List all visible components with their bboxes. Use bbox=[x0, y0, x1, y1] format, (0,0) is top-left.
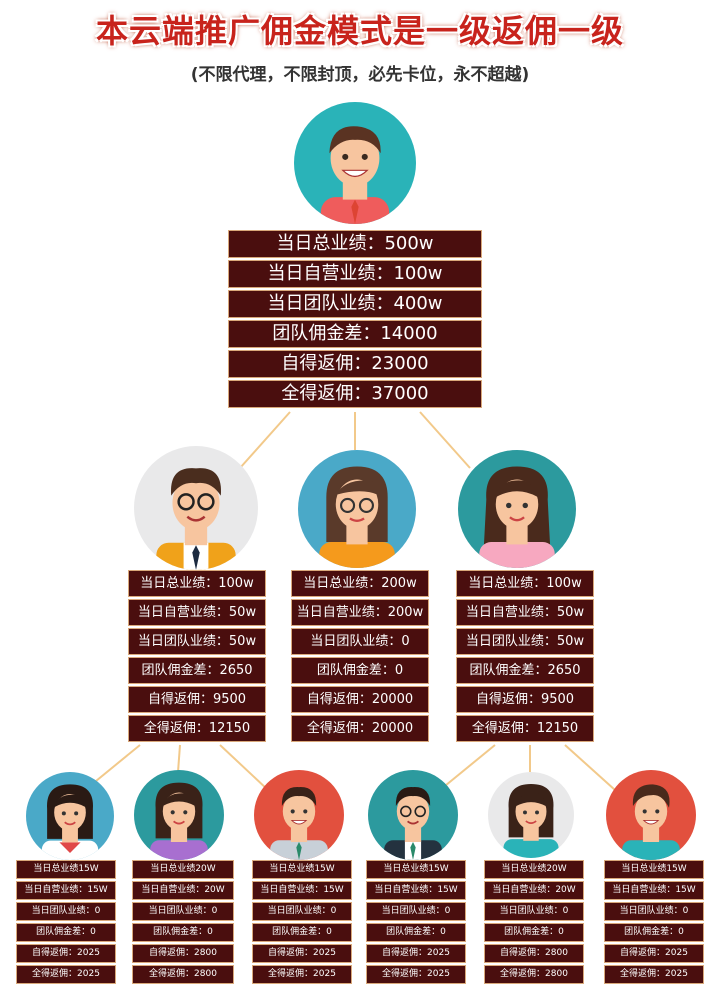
woman-avatar-icon bbox=[134, 770, 224, 860]
page-subtitle: (不限代理，不限封顶，必先卡位，永不超越) bbox=[190, 65, 530, 85]
stat-row: 团队佣金差：0 bbox=[604, 923, 704, 942]
stat-row: 自得返佣：20000 bbox=[291, 686, 429, 713]
level1-stats-box: 当日总业绩：200w 当日自营业绩：200w 当日团队业绩：0 团队佣金差：0 … bbox=[291, 570, 429, 744]
stat-row: 全得返佣：2025 bbox=[252, 965, 352, 984]
level2-stats-box: 当日总业绩15W 当日自营业绩：15W 当日团队业绩：0 团队佣金差：0 自得返… bbox=[252, 860, 352, 986]
stat-row: 全得返佣：2800 bbox=[132, 965, 234, 984]
level1-stats-box: 当日总业绩：100w 当日自营业绩：50w 当日团队业绩：50w 团队佣金差：2… bbox=[456, 570, 594, 744]
level2-avatar-6 bbox=[606, 770, 696, 860]
stat-row: 自得返佣：2025 bbox=[16, 944, 116, 963]
stat-row: 当日总业绩：100w bbox=[128, 570, 266, 597]
level2-avatar-4 bbox=[368, 770, 458, 860]
level1-avatar-b bbox=[298, 450, 416, 568]
stat-row: 全得返佣：2025 bbox=[366, 965, 466, 984]
stat-row: 当日自营业绩：15W bbox=[16, 881, 116, 900]
connector-line bbox=[564, 744, 616, 791]
connector-line bbox=[239, 411, 291, 469]
stat-row: 全得返佣：2800 bbox=[484, 965, 584, 984]
stat-row: 当日自营业绩：20W bbox=[484, 881, 584, 900]
level2-stats-box: 当日总业绩15W 当日自营业绩：15W 当日团队业绩：0 团队佣金差：0 自得返… bbox=[604, 860, 704, 986]
stat-row: 当日团队业绩：0 bbox=[132, 902, 234, 921]
stat-row: 当日自营业绩：20W bbox=[132, 881, 234, 900]
stat-row: 全得返佣：20000 bbox=[291, 715, 429, 742]
connector-line bbox=[439, 744, 496, 791]
stat-row: 当日总业绩15W bbox=[16, 860, 116, 879]
level2-avatar-3 bbox=[254, 770, 344, 860]
stat-row: 团队佣金差：0 bbox=[484, 923, 584, 942]
stat-row: 当日团队业绩：0 bbox=[604, 902, 704, 921]
stat-row: 当日总业绩：100w bbox=[456, 570, 594, 597]
stat-row: 当日团队业绩：0 bbox=[16, 902, 116, 921]
level1-stats-box: 当日总业绩：100w 当日自营业绩：50w 当日团队业绩：50w 团队佣金差：2… bbox=[128, 570, 266, 744]
stat-row: 当日团队业绩：0 bbox=[291, 628, 429, 655]
top-avatar bbox=[294, 102, 416, 224]
man-glasses-avatar-icon bbox=[368, 770, 458, 860]
stat-row: 团队佣金差：2650 bbox=[128, 657, 266, 684]
level2-stats-box: 当日总业绩20W 当日自营业绩：20W 当日团队业绩：0 团队佣金差：0 自得返… bbox=[132, 860, 234, 986]
stat-row: 当日总业绩15W bbox=[604, 860, 704, 879]
stat-row: 自得返佣：9500 bbox=[128, 686, 266, 713]
stat-row: 自得返佣：2800 bbox=[132, 944, 234, 963]
stat-row: 团队佣金差：14000 bbox=[228, 320, 482, 348]
stat-row: 当日总业绩15W bbox=[366, 860, 466, 879]
stat-row: 自得返佣：2025 bbox=[366, 944, 466, 963]
stat-row: 当日团队业绩：50w bbox=[456, 628, 594, 655]
stat-row: 当日团队业绩：0 bbox=[484, 902, 584, 921]
connector-line bbox=[177, 744, 181, 773]
stat-row: 当日自营业绩：15W bbox=[252, 881, 352, 900]
stat-row: 自得返佣：2025 bbox=[252, 944, 352, 963]
stat-row: 团队佣金差：0 bbox=[252, 923, 352, 942]
stat-row: 自得返佣：2800 bbox=[484, 944, 584, 963]
level2-avatar-5 bbox=[488, 772, 574, 858]
level1-avatar-a bbox=[134, 446, 258, 570]
stat-row: 自得返佣：23000 bbox=[228, 350, 482, 378]
connector-line bbox=[419, 411, 471, 469]
stat-row: 当日总业绩：200w bbox=[291, 570, 429, 597]
level2-avatar-2 bbox=[134, 770, 224, 860]
man-glasses-avatar-icon bbox=[134, 446, 258, 570]
woman-avatar-icon bbox=[458, 450, 576, 568]
stat-row: 团队佣金差：0 bbox=[366, 923, 466, 942]
stat-row: 团队佣金差：0 bbox=[16, 923, 116, 942]
stat-row: 当日总业绩15W bbox=[252, 860, 352, 879]
stat-row: 全得返佣：12150 bbox=[456, 715, 594, 742]
stat-row: 当日总业绩20W bbox=[484, 860, 584, 879]
stat-row: 当日自营业绩：200w bbox=[291, 599, 429, 626]
connector-line bbox=[219, 744, 269, 791]
man-avatar-icon bbox=[294, 102, 416, 224]
stat-row: 当日总业绩20W bbox=[132, 860, 234, 879]
stat-row: 全得返佣：12150 bbox=[128, 715, 266, 742]
stat-row: 当日自营业绩：15W bbox=[604, 881, 704, 900]
stat-row: 全得返佣：2025 bbox=[16, 965, 116, 984]
top-stats-box: 当日总业绩：500w 当日自营业绩：100w 当日团队业绩：400w 团队佣金差… bbox=[228, 230, 482, 410]
level2-stats-box: 当日总业绩20W 当日自营业绩：20W 当日团队业绩：0 团队佣金差：0 自得返… bbox=[484, 860, 584, 986]
woman-avatar-icon bbox=[488, 772, 574, 858]
stat-row: 全得返佣：2025 bbox=[604, 965, 704, 984]
stat-row: 团队佣金差：2650 bbox=[456, 657, 594, 684]
stat-row: 团队佣金差：0 bbox=[132, 923, 234, 942]
level2-avatar-1 bbox=[26, 772, 114, 860]
stat-row: 当日自营业绩：100w bbox=[228, 260, 482, 288]
stat-row: 当日团队业绩：400w bbox=[228, 290, 482, 318]
stat-row: 当日自营业绩：15W bbox=[366, 881, 466, 900]
stat-row: 全得返佣：37000 bbox=[228, 380, 482, 408]
page-title: 本云端推广佣金模式是一级返佣一级 bbox=[95, 12, 624, 50]
stat-row: 当日总业绩：500w bbox=[228, 230, 482, 258]
woman-glasses-avatar-icon bbox=[298, 450, 416, 568]
stat-row: 自得返佣：2025 bbox=[604, 944, 704, 963]
woman-avatar-icon bbox=[26, 772, 114, 860]
stat-row: 当日团队业绩：0 bbox=[252, 902, 352, 921]
stat-row: 当日团队业绩：50w bbox=[128, 628, 266, 655]
stat-row: 当日自营业绩：50w bbox=[456, 599, 594, 626]
stat-row: 自得返佣：9500 bbox=[456, 686, 594, 713]
stat-row: 当日团队业绩：0 bbox=[366, 902, 466, 921]
stat-row: 团队佣金差：0 bbox=[291, 657, 429, 684]
stat-row: 当日自营业绩：50w bbox=[128, 599, 266, 626]
man-avatar-icon bbox=[606, 770, 696, 860]
level1-avatar-c bbox=[458, 450, 576, 568]
man-avatar-icon bbox=[254, 770, 344, 860]
level2-stats-box: 当日总业绩15W 当日自营业绩：15W 当日团队业绩：0 团队佣金差：0 自得返… bbox=[366, 860, 466, 986]
level2-stats-box: 当日总业绩15W 当日自营业绩：15W 当日团队业绩：0 团队佣金差：0 自得返… bbox=[16, 860, 116, 986]
